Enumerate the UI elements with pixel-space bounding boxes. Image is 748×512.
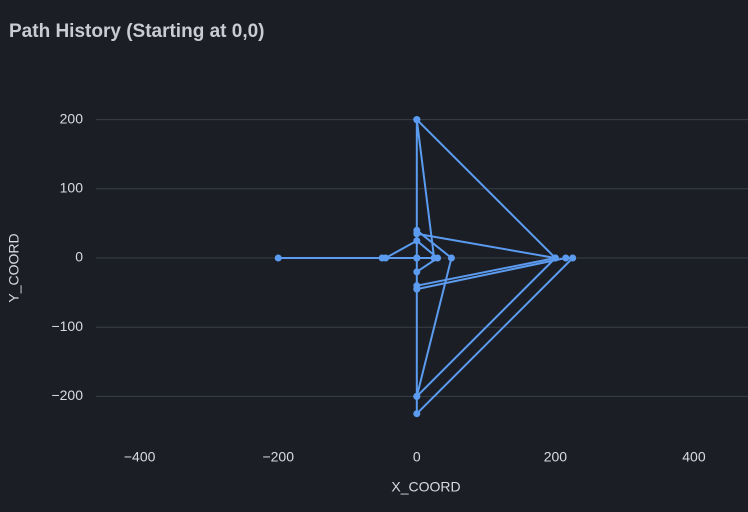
path-point [413, 116, 421, 124]
path-point [569, 254, 577, 262]
path-point [562, 254, 570, 262]
y-tick-label: 0 [75, 249, 83, 265]
y-tick-label: 200 [60, 110, 84, 126]
x-tick-label: 200 [544, 449, 568, 465]
path-point [413, 268, 421, 276]
path-point [413, 226, 421, 234]
x-tick-label: 400 [682, 449, 706, 465]
path-point [413, 254, 421, 262]
path-point [413, 410, 421, 418]
x-tick-label: −400 [124, 449, 156, 465]
y-tick-label: 100 [60, 180, 84, 196]
y-tick-label: −200 [51, 387, 83, 403]
y-tick-label: −100 [51, 318, 83, 334]
path-point [413, 392, 421, 400]
chart-title: Path History (Starting at 0,0) [9, 21, 265, 42]
x-tick-label: 0 [413, 449, 421, 465]
y-axis-label: Y_COORD [6, 233, 22, 302]
x-tick-label: −200 [262, 449, 294, 465]
path-point [274, 254, 282, 262]
x-axis-label: X_COORD [391, 479, 460, 495]
path-point [551, 254, 559, 262]
path-point [430, 254, 438, 262]
path-point [447, 254, 455, 262]
path-point [382, 254, 390, 262]
path-point [413, 237, 421, 245]
path-point [413, 282, 421, 290]
